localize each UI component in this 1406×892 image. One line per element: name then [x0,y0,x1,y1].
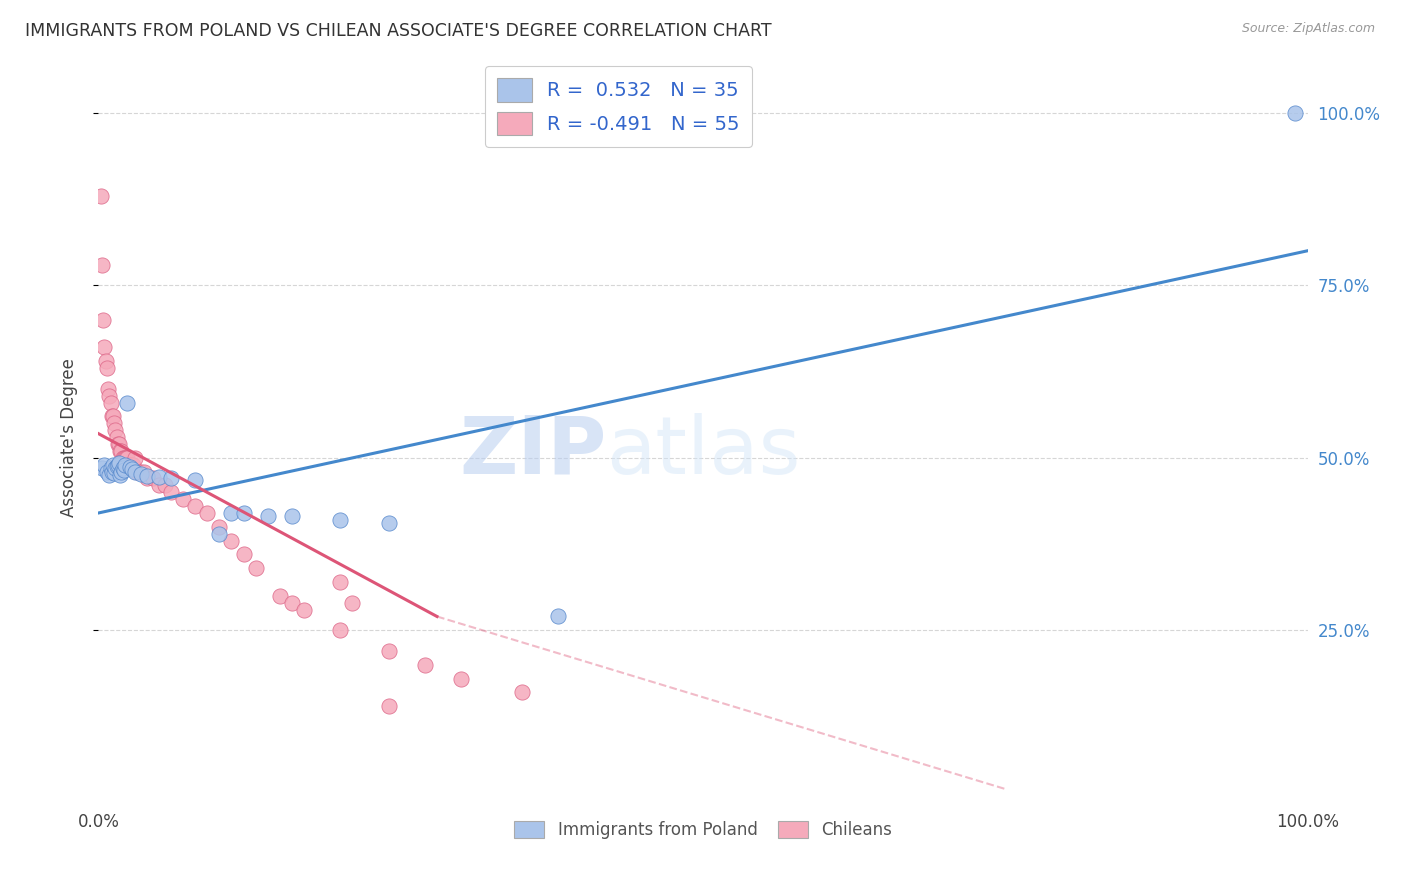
Point [111,450,134,465]
Point [172,492,194,507]
Point [93,458,115,472]
Point [100,461,122,475]
Point [101,458,124,472]
Point [269,589,291,603]
Point [100,409,122,424]
Point [118,460,141,475]
Point [292,602,315,616]
Point [107,458,129,472]
Point [245,561,267,575]
Point [377,516,399,531]
Point [135,468,157,483]
Point [103,466,125,480]
Point [105,458,128,473]
Point [103,417,125,431]
Point [108,437,131,451]
Point [160,471,183,485]
Point [184,473,207,487]
Point [98,468,121,483]
Point [117,450,139,465]
Point [90,188,112,202]
Point [148,478,170,492]
Point [377,699,399,714]
Point [98,389,121,403]
Point [91,258,114,272]
Point [120,458,142,472]
Point [124,465,146,479]
Text: ZIP: ZIP [458,413,606,491]
Point [108,468,131,483]
Point [129,467,152,482]
Point [108,456,131,470]
Point [112,463,135,477]
Point [129,465,152,479]
Point [115,450,138,465]
Point [329,624,352,638]
Point [122,458,145,472]
Point [281,509,304,524]
Text: IMMIGRANTS FROM POLAND VS CHILEAN ASSOCIATE'S DEGREE CORRELATION CHART: IMMIGRANTS FROM POLAND VS CHILEAN ASSOCI… [25,22,772,40]
Point [184,499,207,513]
Text: Source: ZipAtlas.com: Source: ZipAtlas.com [1241,22,1375,36]
Point [107,437,129,451]
Point [195,506,218,520]
Point [101,409,124,424]
Point [153,478,176,492]
Point [121,458,143,472]
Point [114,450,136,465]
Point [221,506,243,520]
Point [232,548,254,562]
Point [105,430,128,444]
Point [96,465,118,479]
Point [100,395,122,409]
Point [1284,105,1306,120]
Point [91,312,114,326]
Point [135,471,157,485]
Point [97,382,120,396]
Point [110,465,132,479]
Point [118,458,141,472]
Point [91,461,114,475]
Point [208,520,231,534]
Point [256,509,278,524]
Point [450,672,472,686]
Legend: Immigrants from Poland, Chileans: Immigrants from Poland, Chileans [508,814,898,846]
Point [100,465,122,479]
Point [110,443,132,458]
Point [93,340,115,354]
Point [121,462,143,476]
Point [118,458,141,472]
Point [208,526,231,541]
Point [96,361,118,376]
Point [104,461,127,475]
Point [377,644,399,658]
Point [148,470,170,484]
Point [342,596,364,610]
Point [329,513,352,527]
Point [111,461,134,475]
Point [112,450,135,465]
Point [114,458,136,472]
Point [547,609,569,624]
Point [329,574,352,589]
Point [232,506,254,520]
Point [127,465,149,479]
Text: atlas: atlas [606,413,800,491]
Point [104,423,127,437]
Point [142,471,165,485]
Point [117,395,139,409]
Point [221,533,243,548]
Point [108,443,131,458]
Point [160,485,183,500]
Point [124,450,146,465]
Point [281,596,304,610]
Y-axis label: Associate's Degree: Associate's Degree [59,358,77,516]
Point [413,657,436,672]
Point [510,685,533,699]
Point [94,354,117,368]
Point [134,465,156,479]
